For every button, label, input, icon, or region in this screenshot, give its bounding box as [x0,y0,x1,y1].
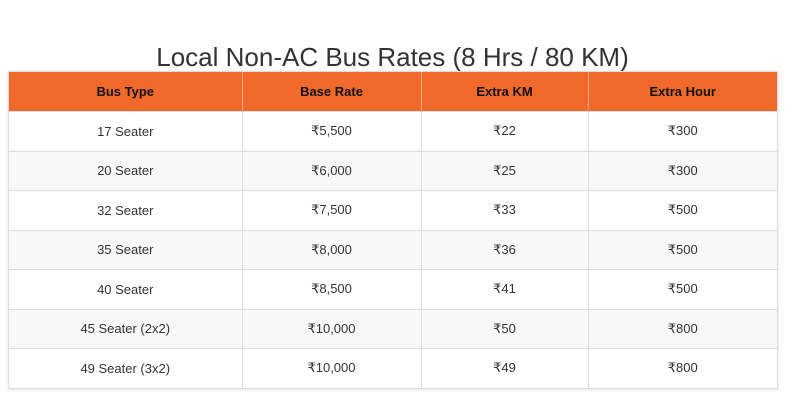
cell-extra-km: ₹22 [421,111,589,151]
cell-extra-km: ₹25 [421,150,589,191]
cell-extra-km: ₹33 [421,190,589,230]
header-extra-km: Extra KM [421,72,589,112]
cell-base-rate: ₹5,500 [242,111,422,151]
cell-extra-hour: ₹800 [588,308,777,349]
rates-table-container: Bus Type Base Rate Extra KM Extra Hour 1… [8,71,778,389]
cell-bus-type: 17 Seater [9,111,243,151]
cell-base-rate: ₹8,500 [242,269,422,309]
cell-base-rate: ₹8,000 [242,229,422,270]
bus-rates-table: Bus Type Base Rate Extra KM Extra Hour 1… [9,72,777,388]
header-bus-type: Bus Type [9,72,243,112]
cell-extra-hour: ₹500 [588,269,777,309]
table-row: 40 Seater ₹8,500 ₹41 ₹500 [9,269,777,309]
page-title: Local Non-AC Bus Rates (8 Hrs / 80 KM) [156,42,629,73]
table-header: Bus Type Base Rate Extra KM Extra Hour [9,72,777,112]
cell-extra-hour: ₹300 [588,111,777,151]
cell-base-rate: ₹7,500 [242,190,422,230]
table-row: 17 Seater ₹5,500 ₹22 ₹300 [9,111,777,151]
cell-extra-hour: ₹500 [588,229,777,270]
cell-extra-hour: ₹300 [588,150,777,191]
cell-bus-type: 45 Seater (2x2) [9,308,243,349]
cell-bus-type: 35 Seater [9,229,243,270]
cell-extra-km: ₹49 [421,348,589,388]
cell-bus-type: 32 Seater [9,190,243,230]
table-row: 49 Seater (3x2) ₹10,000 ₹49 ₹800 [9,348,777,388]
cell-extra-hour: ₹500 [588,190,777,230]
cell-extra-km: ₹50 [421,308,589,349]
cell-extra-km: ₹41 [421,269,589,309]
table-row: 45 Seater (2x2) ₹10,000 ₹50 ₹800 [9,308,777,349]
cell-base-rate: ₹10,000 [242,348,422,388]
cell-bus-type: 49 Seater (3x2) [9,348,243,388]
cell-base-rate: ₹10,000 [242,308,422,349]
cell-bus-type: 40 Seater [9,269,243,309]
header-extra-hour: Extra Hour [588,72,777,112]
header-base-rate: Base Rate [242,72,422,112]
cell-bus-type: 20 Seater [9,150,243,191]
cell-extra-hour: ₹800 [588,348,777,388]
table-body: 17 Seater ₹5,500 ₹22 ₹300 20 Seater ₹6,0… [9,111,777,388]
table-row: 35 Seater ₹8,000 ₹36 ₹500 [9,229,777,270]
table-row: 20 Seater ₹6,000 ₹25 ₹300 [9,150,777,191]
cell-base-rate: ₹6,000 [242,150,422,191]
table-row: 32 Seater ₹7,500 ₹33 ₹500 [9,190,777,230]
cell-extra-km: ₹36 [421,229,589,270]
header-row: Bus Type Base Rate Extra KM Extra Hour [9,72,777,112]
